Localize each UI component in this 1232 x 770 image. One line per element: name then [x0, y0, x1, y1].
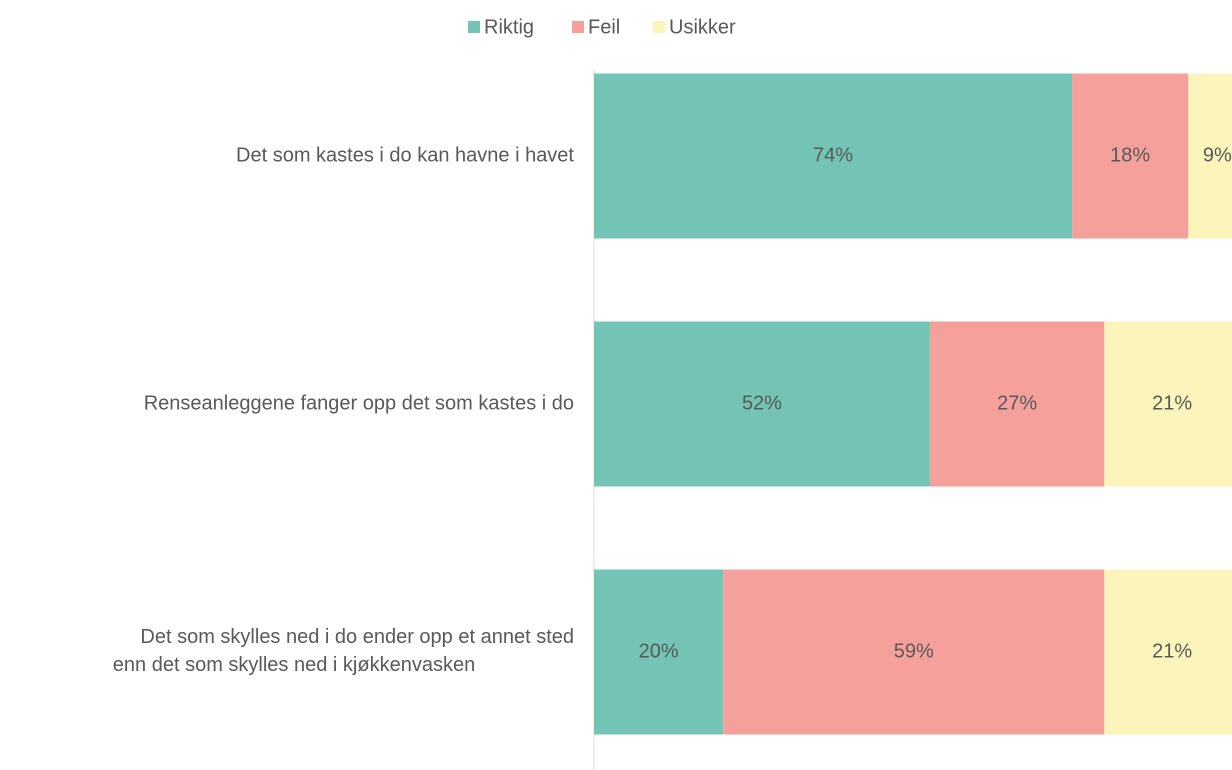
value-label: 21% — [1152, 392, 1192, 414]
legend-label: Feil — [588, 16, 620, 38]
value-label: 74% — [813, 144, 853, 166]
value-label: 18% — [1110, 144, 1150, 166]
bar-segment — [1072, 73, 1189, 239]
bar-segment — [723, 569, 1105, 735]
category-label: Renseanleggene fanger opp det som kastes… — [144, 392, 574, 414]
bar-segment — [1188, 73, 1232, 239]
legend-swatch — [468, 21, 480, 33]
legend-label: Riktig — [484, 16, 534, 38]
value-label: 21% — [1152, 640, 1192, 662]
value-label: 52% — [742, 392, 782, 414]
value-label: 9% — [1203, 144, 1232, 166]
bar-segment — [1104, 569, 1232, 735]
bar-segment — [1104, 321, 1232, 487]
legend-swatch — [653, 21, 665, 33]
bar-segment — [594, 321, 930, 487]
value-label: 59% — [894, 640, 934, 662]
legend-swatch — [572, 21, 584, 33]
value-label: 20% — [639, 640, 679, 662]
legend-label: Usikker — [669, 16, 736, 38]
bar-segment — [594, 73, 1073, 239]
bar-segment — [594, 569, 724, 735]
bar-segment — [929, 321, 1105, 487]
value-label: 27% — [997, 392, 1037, 414]
category-label: Det som kastes i do kan havne i havet — [236, 144, 574, 166]
category-label: Det som skylles ned i do ender opp et an… — [113, 626, 574, 676]
